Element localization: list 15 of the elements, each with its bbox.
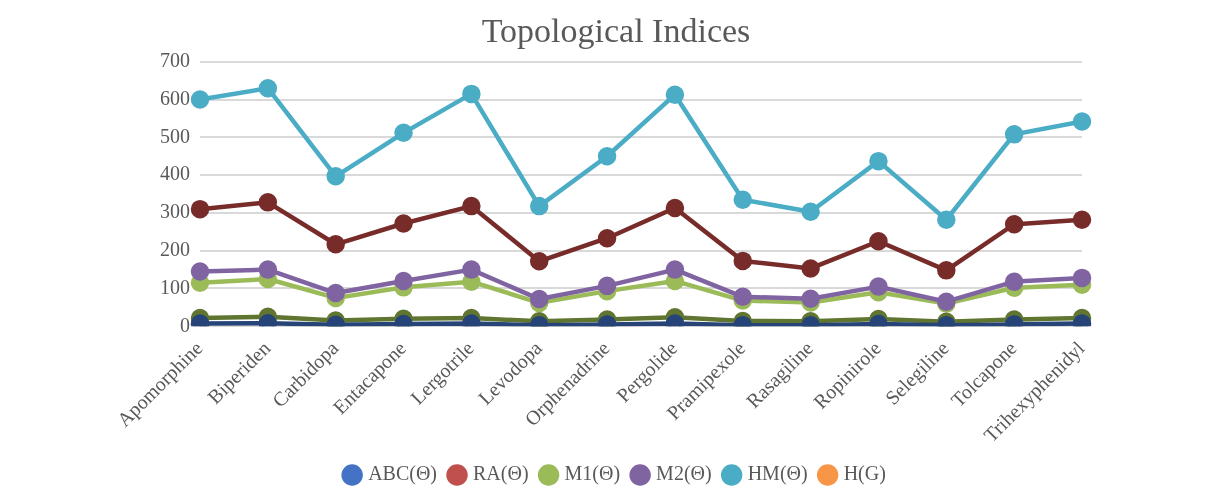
legend-label: M2(Θ) [656,462,712,486]
y-tick-label: 600 [160,86,190,109]
y-tick-label: 100 [160,275,190,298]
y-tick-label: 400 [160,162,190,185]
legend-label: H(G) [843,462,886,486]
y-tick-label: 300 [160,200,190,223]
y-tick-label: 0 [180,313,190,336]
y-tick-label: 500 [160,124,190,147]
y-tick-label: 200 [160,237,190,260]
chart-title: Topological Indices [481,12,751,50]
y-tick-label: 700 [160,49,190,72]
legend-label: M1(Θ) [564,462,621,486]
legend-label: ABC(Θ) [368,462,438,486]
legend-label: HM(Θ) [747,462,808,486]
legend-label: RA(Θ) [473,462,529,486]
